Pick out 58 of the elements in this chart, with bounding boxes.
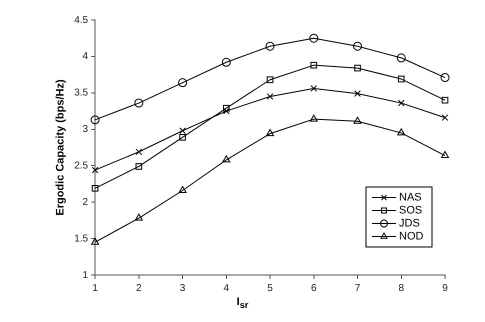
point [222,155,230,162]
point [179,134,186,141]
point [397,128,406,136]
point [354,116,362,124]
x-tick-label: 1 [92,282,98,294]
x-tick-label: 7 [354,282,361,294]
y-tick-label: 2.5 [74,160,89,172]
point [310,62,318,68]
x-axis-title: I$_{sr}$ [236,296,250,310]
point [353,42,362,51]
point [134,98,144,108]
point [222,104,230,112]
point [442,114,448,121]
y-tick-label: 4 [82,51,89,62]
point [178,186,187,193]
x-tick-label: 9 [442,282,448,294]
y-tick-label: 2 [82,196,89,208]
point [396,53,406,62]
legend-label: SOS [399,204,422,217]
y-tick-label: 3 [82,124,89,136]
point [266,76,274,84]
point [136,148,142,156]
point [440,73,450,82]
point [442,96,448,104]
point [222,58,231,67]
x-tick-label: 2 [136,282,142,294]
x-tick-label: 8 [398,282,404,294]
x-tick-label: 3 [180,282,186,294]
x-tick-label: 6 [311,282,318,294]
point [266,42,275,51]
point [179,127,186,134]
point [398,100,405,106]
y-tick-label: 1 [82,270,89,281]
point [398,76,405,82]
point [91,238,100,245]
point [354,64,361,72]
point [309,34,318,43]
legend-label: NOD [399,230,424,243]
point [178,78,188,88]
legend-label: JDS [399,218,420,230]
point [266,129,274,136]
point [134,214,143,221]
point [266,93,274,100]
point [92,184,98,192]
x-tick-label: 5 [267,282,274,294]
point [92,166,98,174]
x-tick-label: 4 [224,282,230,294]
point [310,85,318,92]
point [136,163,142,170]
point [441,151,449,158]
y-tick-label: 4.5 [74,14,89,26]
point [310,114,318,122]
legend-label: NAS [399,192,422,204]
y-tick-label: 3.5 [74,88,89,99]
y-axis-title: Ergodic Capacity (bps/Hz) [54,79,67,216]
y-tick-label: 1.5 [74,233,89,244]
point [354,90,361,97]
point [90,115,100,124]
